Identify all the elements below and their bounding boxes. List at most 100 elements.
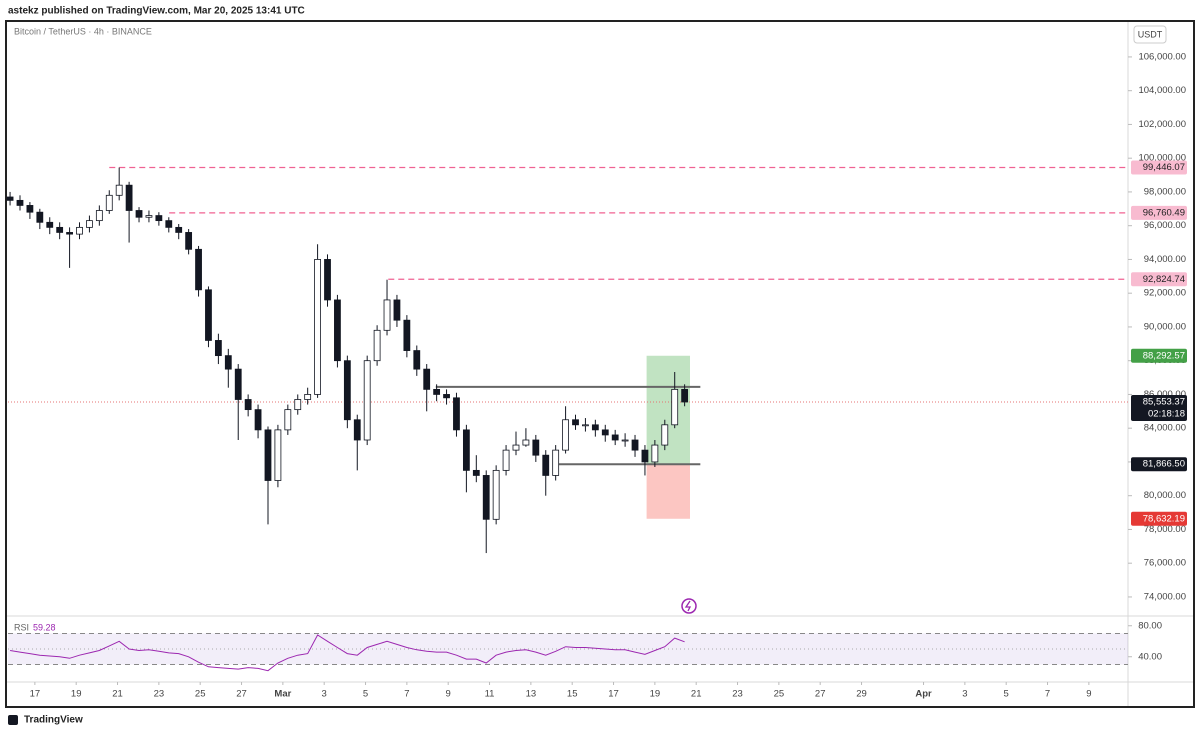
price-label-box	[1131, 511, 1187, 526]
candle-body	[254, 409, 262, 431]
candle-body	[433, 388, 441, 395]
candle-body	[264, 429, 272, 481]
y-tick-label: 96,000.00	[1144, 220, 1186, 231]
candle-body	[26, 205, 34, 213]
y-tick-label: 76,000.00	[1144, 558, 1186, 569]
loss-zone	[646, 464, 690, 519]
candle-body	[492, 469, 500, 520]
candle-body	[363, 360, 371, 441]
y-tick-label: 86,000.00	[1144, 389, 1186, 400]
x-tick-label: 17	[30, 689, 41, 700]
chart-frame	[5, 20, 1195, 708]
x-tick-label: 21	[112, 689, 123, 700]
x-tick-label: 9	[1086, 689, 1091, 700]
candle-body	[205, 289, 212, 341]
currency-label: USDT	[1138, 29, 1163, 39]
level-label: 96,760.49	[1143, 207, 1185, 218]
candle-body	[105, 194, 113, 211]
y-tick-label: 84,000.00	[1144, 423, 1186, 434]
x-tick-label: 25	[774, 689, 785, 700]
x-tick-label: 21	[691, 689, 702, 700]
y-tick-label: 98,000.00	[1144, 186, 1186, 197]
x-tick-label: 23	[154, 689, 165, 700]
candle-body	[343, 360, 351, 421]
candle-body	[304, 394, 312, 400]
candle-body	[641, 449, 649, 463]
candle-body	[324, 259, 331, 301]
candle-body	[413, 350, 421, 370]
candle-body	[56, 226, 64, 233]
candle-body	[621, 439, 629, 442]
candle-body	[175, 226, 183, 233]
currency-box[interactable]	[1133, 25, 1167, 44]
x-tick-label: 5	[363, 689, 368, 700]
candle-body	[522, 439, 530, 446]
candle-body	[274, 429, 282, 481]
x-tick-label: Apr	[915, 689, 932, 700]
y-tick-label: 104,000.00	[1138, 85, 1186, 96]
candle-body	[95, 210, 103, 222]
candle-body	[403, 319, 411, 351]
candle-body	[631, 439, 639, 451]
candle-body	[453, 397, 460, 431]
candle-body	[482, 475, 490, 520]
candle-body	[214, 340, 222, 357]
y-tick-label: 78,000.00	[1144, 524, 1186, 535]
x-tick-label: 19	[71, 689, 82, 700]
candle-body	[582, 424, 589, 427]
x-tick-label: 11	[485, 689, 495, 700]
candle-body	[423, 368, 431, 390]
rsi-line	[10, 634, 685, 672]
candle-body	[393, 299, 401, 321]
candle-body	[671, 388, 679, 426]
candle-body	[115, 184, 123, 196]
y-tick-label: 92,000.00	[1144, 288, 1186, 299]
candle-body	[562, 419, 569, 451]
candle-body	[76, 226, 83, 235]
alert-icon[interactable]	[681, 598, 697, 614]
rsi-tick-label: 40.00	[1138, 651, 1162, 662]
y-tick-label: 106,000.00	[1138, 51, 1186, 62]
y-tick-label: 102,000.00	[1138, 119, 1186, 130]
x-tick-label: 3	[962, 689, 967, 700]
x-tick-label: 23	[732, 689, 743, 700]
x-tick-label: 29	[856, 689, 867, 700]
x-tick-label: 17	[608, 689, 619, 700]
candle-body	[552, 449, 560, 476]
countdown-label: 02:18:18	[1148, 408, 1185, 419]
candle-body	[532, 439, 540, 456]
footer-brand: TradingView	[24, 715, 83, 726]
candle-body	[16, 199, 24, 206]
candle-body	[165, 220, 173, 228]
y-tick-label: 80,000.00	[1144, 490, 1186, 501]
alert-icon-bolt	[684, 600, 692, 612]
level-label: 99,446.07	[1143, 162, 1185, 173]
candle-body	[512, 444, 520, 451]
candle-body	[234, 368, 242, 400]
candle-body	[284, 409, 292, 431]
x-tick-label: Mar	[274, 689, 291, 700]
candle-body	[155, 215, 163, 222]
candle-body	[334, 299, 341, 362]
level-label-box	[1131, 205, 1187, 220]
candle-body	[46, 221, 54, 228]
price-label: 88,292.57	[1143, 350, 1185, 361]
last-price-box	[1131, 394, 1187, 421]
candle-body	[681, 388, 689, 403]
candle-body	[443, 394, 450, 399]
candle-body	[314, 259, 321, 395]
candle-body	[462, 429, 470, 471]
candle-body	[651, 444, 659, 463]
y-tick-label: 100,000.00	[1138, 153, 1186, 164]
price-label: 81,866.50	[1143, 459, 1185, 470]
x-tick-label: 7	[404, 689, 409, 700]
y-tick-label: 74,000.00	[1144, 591, 1186, 602]
level-label-box	[1131, 160, 1187, 175]
candle-body	[66, 232, 73, 235]
candle-body	[373, 329, 381, 362]
price-label: 78,632.19	[1143, 513, 1185, 524]
candle-body	[294, 399, 302, 411]
rsi-tick-label: 80.00	[1138, 620, 1162, 631]
y-tick-label: 90,000.00	[1144, 321, 1186, 332]
